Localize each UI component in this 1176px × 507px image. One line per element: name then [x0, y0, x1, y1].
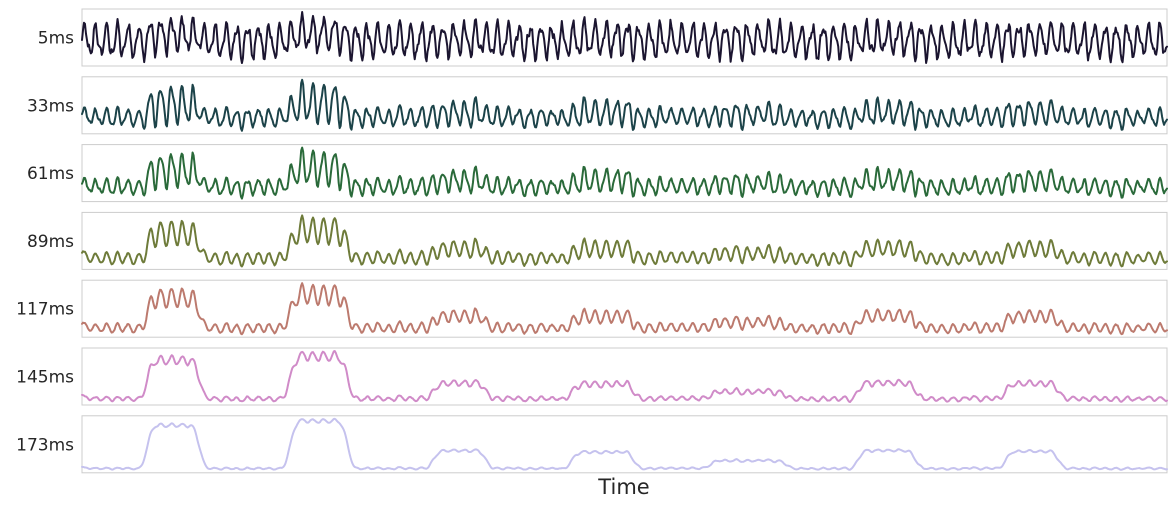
series-line-89ms [81, 214, 1168, 268]
panel-frame-173ms [81, 415, 1168, 474]
series-line-117ms [81, 282, 1168, 336]
series-label-145ms: 145ms [16, 368, 74, 388]
panels-group: 5ms 33ms 61ms 89ms 117ms 145ms 173ms [16, 8, 1168, 474]
series-line-173ms [81, 417, 1168, 471]
series-line-145ms [81, 350, 1168, 403]
panel-frame-117ms [81, 279, 1168, 338]
series-label-89ms: 89ms [27, 232, 74, 252]
x-axis-label: Time [597, 475, 649, 499]
series-label-33ms: 33ms [27, 96, 74, 116]
series-label-117ms: 117ms [16, 300, 74, 320]
series-line-61ms [81, 146, 1168, 200]
series-label-173ms: 173ms [16, 435, 74, 455]
panel-frame-145ms [81, 347, 1168, 406]
series-label-5ms: 5ms [38, 29, 74, 49]
series-line-5ms [81, 11, 1168, 64]
panel-frame-33ms [81, 76, 1168, 135]
series-line-33ms [81, 78, 1168, 132]
series-label-61ms: 61ms [27, 164, 74, 184]
panel-frame-61ms [81, 144, 1168, 203]
